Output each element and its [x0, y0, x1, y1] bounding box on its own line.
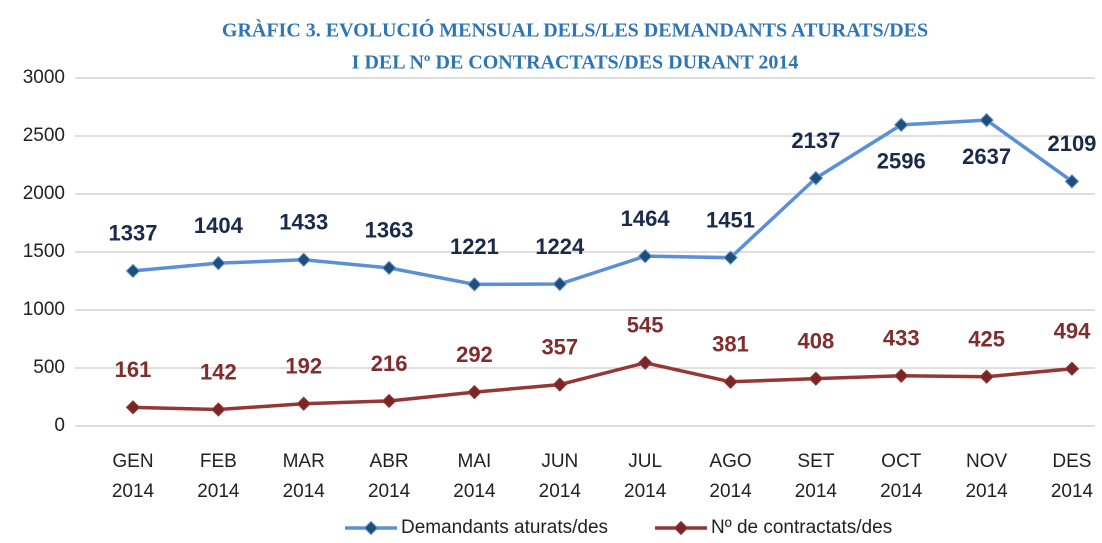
marker — [1064, 174, 1080, 189]
data-label: 425 — [968, 327, 1005, 352]
data-label: 494 — [1054, 319, 1091, 344]
x-tick-label: JUN 2014 — [539, 451, 582, 502]
data-label: 1433 — [279, 210, 328, 235]
marker — [808, 371, 824, 386]
data-label: 292 — [456, 342, 493, 367]
marker — [723, 250, 738, 265]
data-label: 357 — [541, 334, 578, 359]
y-tick-label: 0 — [54, 415, 65, 436]
marker — [637, 248, 653, 264]
marker — [211, 402, 226, 417]
marker — [211, 255, 226, 271]
marker — [979, 112, 994, 128]
data-label: 216 — [371, 351, 408, 376]
y-tick-label: 2000 — [23, 183, 65, 204]
data-label: 1464 — [621, 206, 671, 231]
marker — [808, 170, 824, 186]
x-tick-label: MAI 2014 — [453, 451, 496, 502]
marker — [552, 377, 568, 392]
data-label: 1224 — [535, 234, 585, 259]
data-label: 1363 — [365, 218, 414, 243]
x-tick-label: ABR 2014 — [368, 451, 411, 502]
marker — [381, 393, 397, 409]
marker — [125, 400, 141, 415]
marker — [894, 117, 909, 133]
marker — [467, 277, 482, 292]
marker — [723, 374, 738, 390]
x-tick-label: SET 2014 — [795, 451, 838, 502]
x-tick-label: FEB 2014 — [197, 451, 240, 502]
data-label: 2596 — [877, 149, 926, 174]
legend-marker — [673, 520, 689, 536]
data-label: 192 — [285, 354, 322, 379]
series-line — [132, 118, 1073, 287]
y-tick-label: 500 — [33, 357, 65, 378]
x-tick-label: NOV 2014 — [965, 451, 1008, 502]
data-label: 161 — [115, 357, 152, 382]
y-tick-label: 3000 — [23, 67, 65, 88]
data-label: 433 — [883, 326, 920, 351]
data-label: 1337 — [109, 221, 158, 246]
marker — [894, 368, 909, 383]
data-label: 2637 — [962, 144, 1011, 169]
data-label: 2109 — [1047, 131, 1096, 156]
y-tick-label: 1000 — [23, 299, 65, 320]
x-tick-label: DES 2014 — [1051, 451, 1094, 502]
marker — [381, 260, 397, 276]
legend-label: Demandants aturats/des — [401, 517, 608, 538]
chart-title: I DEL Nº DE CONTRACTATS/DES DURANT 2014 — [352, 52, 799, 74]
marker — [467, 384, 482, 400]
marker — [1064, 361, 1080, 376]
legend-marker — [363, 520, 379, 536]
chart-title: GRÀFIC 3. EVOLUCIÓ MENSUAL DELS/LES DEMA… — [222, 18, 928, 42]
x-tick-label: OCT 2014 — [880, 451, 923, 502]
x-tick-label: GEN 2014 — [112, 451, 155, 502]
data-label: 1404 — [194, 213, 244, 238]
marker — [296, 396, 311, 411]
x-tick-label: AGO 2014 — [709, 451, 752, 502]
marker — [552, 276, 568, 292]
marker — [979, 369, 994, 384]
marker — [125, 263, 141, 279]
data-label: 381 — [712, 332, 749, 357]
data-label: 142 — [200, 359, 237, 384]
data-label: 1451 — [706, 207, 755, 232]
data-label: 2137 — [791, 128, 840, 153]
data-label: 408 — [798, 328, 835, 353]
y-tick-label: 2500 — [23, 125, 65, 146]
data-label: 1221 — [450, 234, 499, 259]
x-tick-label: JUL 2014 — [624, 451, 667, 502]
y-tick-label: 1500 — [23, 241, 65, 262]
marker — [637, 355, 653, 370]
marker — [296, 252, 311, 267]
data-label: 545 — [627, 313, 664, 338]
legend-label: Nº de contractats/des — [711, 517, 892, 538]
x-tick-label: MAR 2014 — [283, 451, 326, 502]
series-line — [132, 360, 1073, 412]
